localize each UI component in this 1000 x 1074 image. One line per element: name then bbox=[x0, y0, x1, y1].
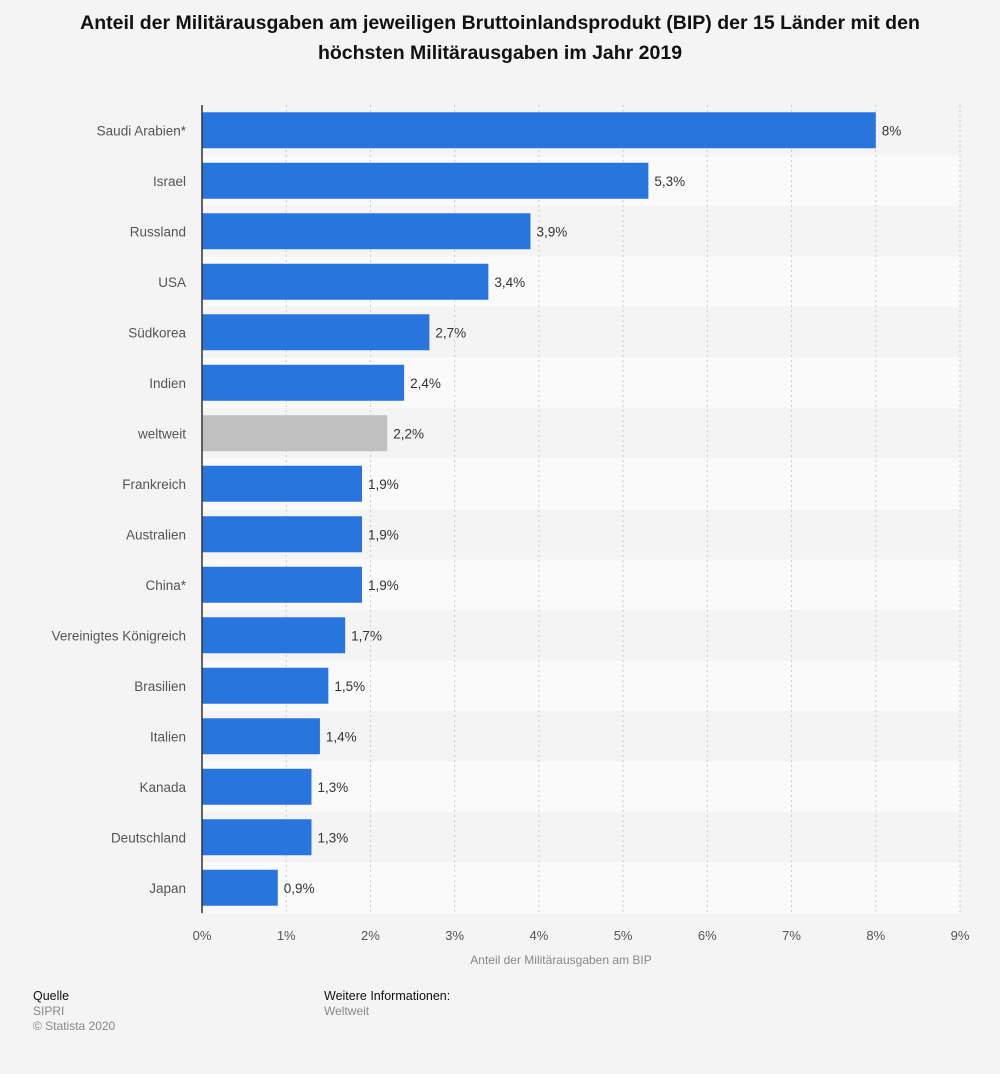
category-label: Kanada bbox=[139, 780, 186, 795]
data-label: 2,4% bbox=[410, 376, 441, 391]
bar bbox=[202, 314, 430, 351]
x-tick-label: 9% bbox=[951, 928, 970, 943]
row-band bbox=[202, 862, 960, 913]
category-label: Südkorea bbox=[128, 325, 186, 340]
category-label: China* bbox=[145, 578, 186, 593]
data-label: 0,9% bbox=[284, 881, 315, 896]
x-axis-title: Anteil der Militärausgaben am BIP bbox=[470, 953, 651, 967]
bar bbox=[202, 819, 312, 856]
data-label: 1,4% bbox=[326, 729, 357, 744]
chart-title: Anteil der Militärausgaben am jeweiligen… bbox=[80, 12, 920, 64]
data-label: 1,5% bbox=[334, 679, 365, 694]
row-band bbox=[202, 812, 960, 863]
data-label: 1,9% bbox=[368, 477, 399, 492]
category-label: Japan bbox=[149, 881, 186, 896]
bar bbox=[202, 768, 312, 805]
bar bbox=[202, 566, 363, 603]
bar bbox=[202, 162, 649, 199]
bar bbox=[202, 112, 876, 149]
data-label: 2,2% bbox=[393, 426, 424, 441]
bar bbox=[202, 465, 363, 502]
category-label: Frankreich bbox=[122, 477, 186, 492]
data-label: 3,9% bbox=[536, 224, 567, 239]
info-heading: Weitere Informationen: bbox=[324, 989, 451, 1003]
bar bbox=[202, 869, 278, 906]
bar bbox=[202, 516, 363, 553]
info-block: Weitere Informationen: Weltweit bbox=[324, 989, 450, 1019]
bar bbox=[202, 415, 388, 452]
data-label: 1,3% bbox=[317, 830, 348, 845]
x-tick-label: 1% bbox=[277, 928, 296, 943]
data-label: 1,3% bbox=[317, 780, 348, 795]
data-label: 2,7% bbox=[435, 325, 466, 340]
source-value: SIPRI bbox=[33, 1004, 65, 1018]
data-label: 1,9% bbox=[368, 578, 399, 593]
data-label: 1,7% bbox=[351, 628, 382, 643]
bar bbox=[202, 617, 346, 654]
category-label: Vereinigtes Königreich bbox=[52, 628, 186, 643]
data-label: 5,3% bbox=[654, 174, 685, 189]
x-tick-label: 0% bbox=[193, 928, 212, 943]
bar bbox=[202, 718, 320, 755]
data-label: 3,4% bbox=[494, 275, 525, 290]
category-label: Italien bbox=[150, 729, 186, 744]
x-tick-label: 4% bbox=[529, 928, 548, 943]
bar bbox=[202, 263, 489, 300]
x-tick-label: 2% bbox=[361, 928, 380, 943]
source-block: Quelle SIPRI © Statista 2020 bbox=[33, 989, 115, 1034]
category-label: Israel bbox=[153, 174, 186, 189]
bar bbox=[202, 213, 531, 250]
source-heading: Quelle bbox=[33, 989, 70, 1003]
category-label: Saudi Arabien* bbox=[97, 123, 187, 138]
category-label: weltweit bbox=[137, 426, 186, 441]
x-tick-label: 5% bbox=[614, 928, 633, 943]
data-label: 1,9% bbox=[368, 527, 399, 542]
copyright: © Statista 2020 bbox=[33, 1019, 116, 1033]
x-tick-label: 6% bbox=[698, 928, 717, 943]
category-label: USA bbox=[158, 275, 186, 290]
row-band bbox=[202, 711, 960, 762]
x-tick-label: 8% bbox=[866, 928, 885, 943]
category-label: Russland bbox=[130, 224, 186, 239]
category-label: Australien bbox=[126, 527, 186, 542]
row-band bbox=[202, 761, 960, 812]
bar bbox=[202, 364, 405, 401]
bar bbox=[202, 667, 329, 704]
category-label: Indien bbox=[149, 376, 186, 391]
x-tick-label: 7% bbox=[782, 928, 801, 943]
x-tick-label: 3% bbox=[445, 928, 464, 943]
data-label: 8% bbox=[882, 123, 902, 138]
category-label: Deutschland bbox=[111, 830, 186, 845]
info-value[interactable]: Weltweit bbox=[324, 1004, 370, 1018]
category-label: Brasilien bbox=[134, 679, 186, 694]
bar-chart: 0% 1% 2% 3% 4% 5% 6% 7% 8% 9% Saudi Arabien* 8% Isra… bbox=[52, 105, 970, 967]
